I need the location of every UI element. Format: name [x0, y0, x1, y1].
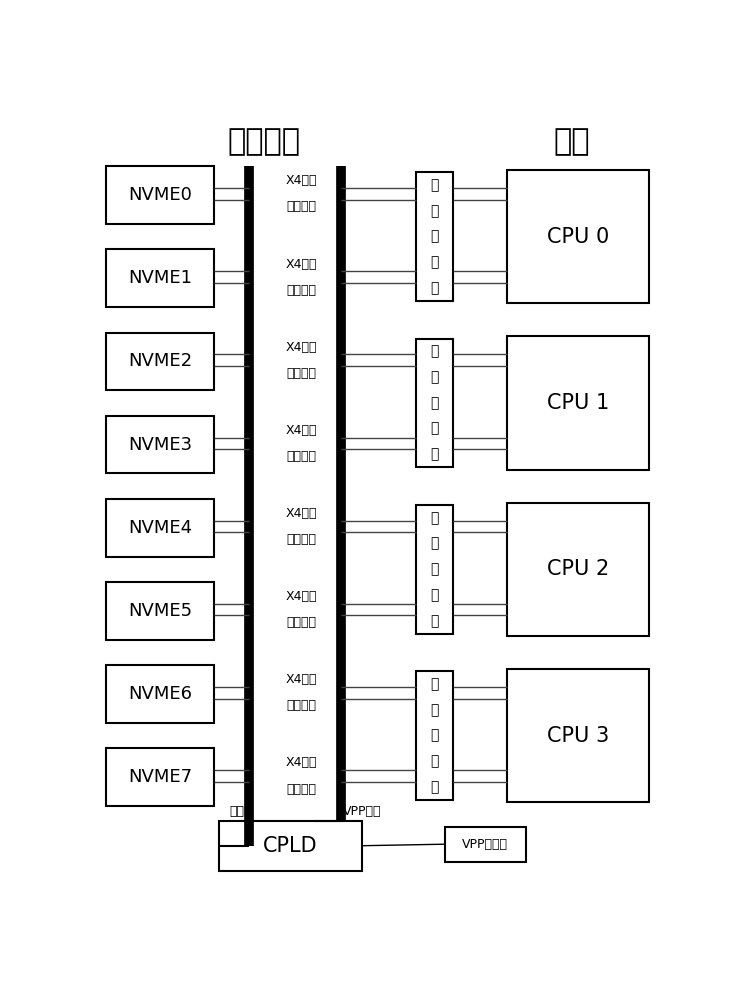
Text: 参考时钟: 参考时钟	[286, 284, 316, 297]
Text: X4线缆: X4线缆	[285, 590, 317, 603]
Text: 接: 接	[431, 537, 439, 551]
Text: 接: 接	[431, 370, 439, 384]
Bar	[106, 249, 214, 307]
Bar	[416, 505, 453, 634]
Text: CPU 2: CPU 2	[547, 559, 609, 579]
Text: NVME4: NVME4	[128, 519, 192, 537]
Bar	[106, 748, 214, 806]
Text: 器: 器	[431, 562, 439, 576]
Text: 参考时钟: 参考时钟	[286, 533, 316, 546]
Bar	[416, 339, 453, 467]
Text: 器: 器	[431, 396, 439, 410]
Bar	[507, 170, 649, 303]
Text: X4线缆: X4线缆	[285, 424, 317, 437]
Bar	[106, 499, 214, 557]
Text: CPU 1: CPU 1	[547, 393, 609, 413]
Text: 接: 接	[431, 204, 439, 218]
Text: 主板: 主板	[554, 127, 590, 156]
Text: X4线缆: X4线缆	[285, 174, 317, 187]
Bar	[106, 582, 214, 640]
Text: VPP地址: VPP地址	[344, 805, 382, 818]
Text: 接: 接	[431, 422, 439, 436]
Bar	[106, 333, 214, 390]
Text: 参考时钟: 参考时钟	[286, 699, 316, 712]
Text: 接: 接	[431, 588, 439, 602]
Bar	[416, 172, 453, 301]
Text: X4线缆: X4线缆	[285, 341, 317, 354]
Text: NVME6: NVME6	[128, 685, 192, 703]
Text: CPU 0: CPU 0	[547, 227, 609, 247]
Text: 口: 口	[431, 281, 439, 295]
Bar	[106, 416, 214, 473]
Bar	[106, 665, 214, 723]
Text: 参考时钟: 参考时钟	[286, 367, 316, 380]
Text: 器: 器	[431, 230, 439, 244]
Text: 参考时钟: 参考时钟	[286, 616, 316, 629]
Bar	[220, 821, 362, 871]
Text: 连: 连	[431, 178, 439, 192]
Text: X4线缆: X4线缆	[285, 673, 317, 686]
Text: 接: 接	[431, 255, 439, 269]
Bar	[507, 503, 649, 636]
Bar	[507, 336, 649, 470]
Text: 连: 连	[431, 511, 439, 525]
Text: VPP连接器: VPP连接器	[462, 838, 508, 851]
Text: X4线缆: X4线缆	[285, 258, 317, 271]
Text: CPLD: CPLD	[263, 836, 318, 856]
Text: 参考时钟: 参考时钟	[286, 783, 316, 796]
Text: NVME5: NVME5	[128, 602, 192, 620]
Bar	[416, 671, 453, 800]
Text: NVME0: NVME0	[128, 186, 192, 204]
Text: CPU 3: CPU 3	[547, 726, 609, 746]
Text: NVME1: NVME1	[128, 269, 192, 287]
Text: NVME2: NVME2	[128, 352, 192, 370]
Text: NVME3: NVME3	[128, 436, 192, 454]
Text: X4线缆: X4线缆	[285, 756, 317, 769]
Text: 连: 连	[431, 345, 439, 359]
Bar	[507, 669, 649, 802]
Text: 参考时钟: 参考时钟	[286, 200, 316, 213]
Text: 参考时钟: 参考时钟	[286, 450, 316, 463]
Bar	[445, 827, 526, 862]
Text: 口: 口	[431, 780, 439, 794]
Bar	[106, 166, 214, 224]
Text: X4线缆: X4线缆	[285, 507, 317, 520]
Text: 硬盘背板: 硬盘背板	[228, 127, 301, 156]
Text: 接: 接	[431, 754, 439, 768]
Text: 连: 连	[431, 677, 439, 691]
Text: NVME7: NVME7	[128, 768, 192, 786]
Text: 控制: 控制	[229, 805, 245, 818]
Text: 器: 器	[431, 729, 439, 743]
Text: 口: 口	[431, 614, 439, 628]
Text: 口: 口	[431, 447, 439, 461]
Text: 接: 接	[431, 703, 439, 717]
